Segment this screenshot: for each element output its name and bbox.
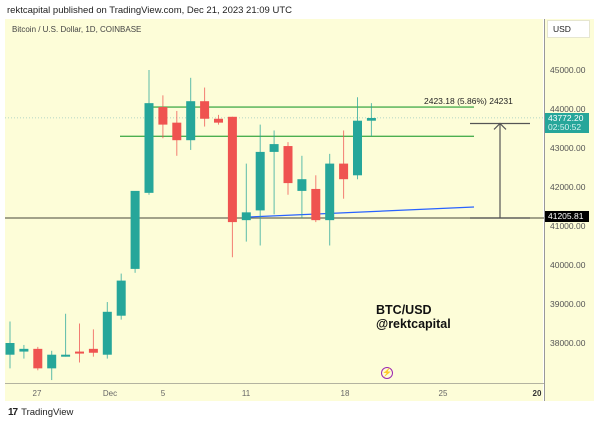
current-price: 43772.20	[548, 113, 584, 123]
time-axis-label: 27	[32, 389, 42, 398]
time-axis-label: 25	[438, 389, 448, 398]
event-flash-icon[interactable]: ⚡	[381, 367, 393, 379]
candle-body	[5, 343, 15, 355]
candle-body	[353, 120, 362, 176]
candle-body	[255, 151, 265, 211]
currency-button[interactable]: USD	[547, 20, 590, 38]
time-axis-line	[5, 383, 544, 384]
candle-body	[269, 144, 279, 152]
price-axis-label: 39000.00	[550, 299, 586, 309]
candle-body	[325, 163, 335, 221]
candle-body	[366, 117, 376, 121]
candle-body	[311, 188, 321, 221]
candle-body	[47, 354, 57, 369]
candle-body	[158, 107, 168, 125]
candle-body	[33, 348, 43, 369]
candle-body	[75, 351, 84, 354]
candle-body	[130, 190, 140, 269]
candle-body	[172, 122, 182, 141]
chart-watermark: BTC/USD @rektcapital	[376, 303, 451, 331]
watermark-symbol: BTC/USD	[376, 303, 432, 317]
candle-body	[241, 212, 251, 221]
current-price-badge: 43772.20 02:50:52	[545, 113, 589, 133]
price-axis-label: 43000.00	[550, 143, 586, 153]
price-axis-panel[interactable]	[544, 19, 594, 401]
candle-body	[227, 116, 237, 223]
bar-countdown: 02:50:52	[548, 122, 582, 132]
candle-body	[283, 146, 293, 184]
price-axis-label: 38000.00	[550, 338, 586, 348]
measure-label: 2423.18 (5.86%) 24231	[424, 96, 513, 106]
price-axis-divider	[544, 19, 545, 401]
time-axis-label: 11	[241, 389, 251, 398]
candle-body	[297, 179, 307, 191]
time-axis-label: 18	[340, 389, 350, 398]
price-axis-label: 44000.00	[550, 104, 586, 114]
price-axis-label: 42000.00	[550, 182, 586, 192]
candle-body	[19, 348, 29, 352]
tradingview-logo[interactable]: 17 TradingView	[8, 407, 73, 418]
watermark-author: @rektcapital	[376, 317, 451, 331]
candle-body	[186, 101, 196, 141]
measure-arrowhead	[493, 122, 507, 130]
time-axis-label: 5	[160, 389, 166, 398]
candle-body	[214, 118, 223, 123]
price-axis-label: 41000.00	[550, 221, 586, 231]
ascending-trendline	[248, 206, 475, 218]
candle-body	[88, 348, 98, 353]
tradingview-logo-icon: 17	[8, 407, 18, 418]
publish-line: rektcapital published on TradingView.com…	[7, 5, 292, 16]
time-axis-label: 20	[532, 389, 542, 398]
candle-body	[61, 354, 71, 357]
candle-body	[102, 311, 112, 355]
support-price-badge: 41205.81	[545, 211, 589, 222]
candle-body	[116, 280, 126, 316]
candle-body	[144, 103, 154, 193]
tradingview-brand: TradingView	[21, 407, 74, 418]
symbol-title: Bitcoin / U.S. Dollar, 1D, COINBASE	[12, 25, 142, 34]
candle-body	[200, 101, 210, 119]
price-axis-label: 45000.00	[550, 65, 586, 75]
time-axis-label: Dec	[102, 389, 118, 398]
candle-body	[339, 163, 349, 180]
price-axis-label: 40000.00	[550, 260, 586, 270]
